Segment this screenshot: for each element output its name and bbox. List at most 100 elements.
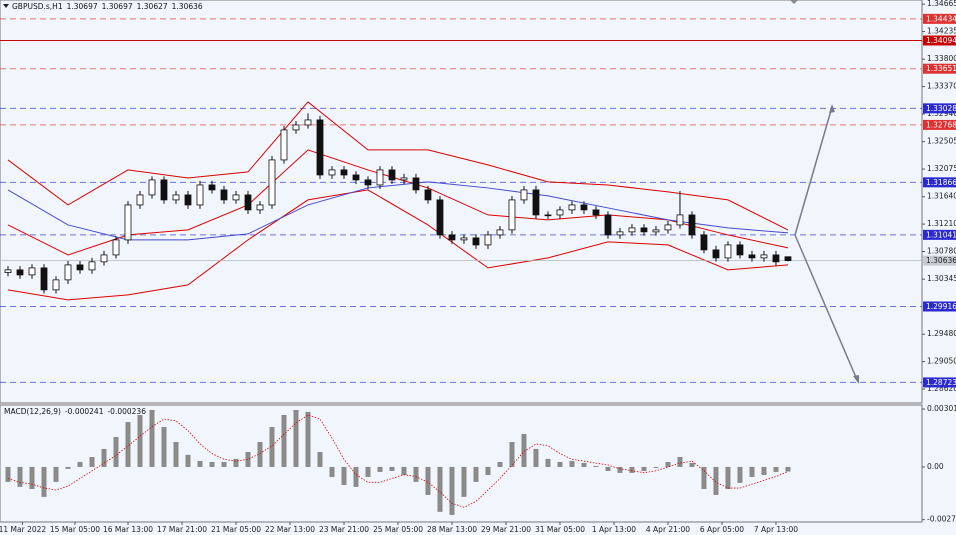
- candle-body: [112, 239, 120, 256]
- candle-body: [640, 227, 648, 233]
- candle-body: [724, 244, 732, 259]
- candle-body: [772, 254, 780, 263]
- macd-bar: [305, 411, 311, 467]
- down-arrow: [794, 234, 859, 383]
- macd-bar: [149, 409, 155, 467]
- x-tick-label: 1 Apr 13:00: [592, 525, 636, 534]
- candle-body: [184, 194, 192, 206]
- macd-bar: [245, 451, 251, 467]
- macd-bar: [233, 458, 239, 467]
- macd-bar: [281, 414, 287, 467]
- candle-body: [52, 279, 60, 291]
- indicator-line: [7, 149, 789, 256]
- candle-body: [220, 189, 228, 201]
- indicator-line: [7, 101, 789, 231]
- candle-body: [340, 169, 348, 176]
- macd-bar: [125, 422, 131, 467]
- y-tick-label: 0.003019: [927, 404, 956, 413]
- macd-bar: [113, 437, 119, 467]
- price-header: GBPUSD.s,H1 1.30697 1.30697 1.30627 1.30636: [12, 2, 207, 11]
- candle-body: [172, 194, 180, 201]
- y-tick-label: 1.28620: [927, 384, 956, 393]
- candle-body: [664, 224, 672, 231]
- candle-body: [376, 169, 384, 186]
- macd-bar: [785, 466, 791, 472]
- macd-value: -0.000241: [64, 407, 104, 416]
- open: 1.30697: [66, 2, 98, 11]
- macd-bar: [737, 466, 743, 483]
- candle-body: [628, 227, 636, 233]
- level-label-bg: [923, 377, 956, 388]
- candle-body: [124, 204, 132, 241]
- price-panel: [0, 0, 923, 404]
- macd-bar: [437, 466, 443, 512]
- y-tick-label: 1.30345: [927, 274, 956, 283]
- level-label-bg: [923, 301, 956, 312]
- macd-bar: [5, 466, 11, 482]
- y-tick-label: 1.33800: [927, 54, 956, 63]
- macd-bar: [473, 466, 479, 482]
- macd-bar: [713, 466, 719, 495]
- shift-marker: [790, 0, 798, 4]
- x-tick-label: 22 Mar 13:00: [265, 525, 315, 534]
- candle-body: [268, 159, 276, 206]
- menu-icon[interactable]: [3, 4, 9, 8]
- macd-bar: [41, 466, 47, 497]
- level-label: 1.31866: [926, 178, 956, 187]
- candle-body: [556, 209, 564, 216]
- y-tick-label: -0.00275: [927, 515, 956, 524]
- macd-bar: [401, 466, 407, 476]
- level-label: 1.28723: [926, 378, 956, 387]
- current-price-label: 1.30636: [926, 256, 956, 265]
- macd-bar: [629, 466, 635, 473]
- candle-body: [784, 256, 792, 262]
- candle-body: [160, 179, 168, 201]
- candle-body: [280, 129, 288, 161]
- macd-bar: [665, 461, 671, 467]
- macd-bar: [221, 461, 227, 467]
- macd-bar: [209, 461, 215, 467]
- macd-bar: [377, 466, 383, 472]
- candle-body: [352, 174, 360, 181]
- macd-bar: [725, 466, 731, 490]
- signal-value: -0.000236: [107, 407, 146, 416]
- candle-body: [544, 214, 552, 217]
- level-label-bg: [923, 229, 956, 240]
- candle-body: [448, 234, 456, 241]
- macd-bar: [197, 461, 203, 467]
- macd-bar: [389, 466, 395, 471]
- macd-bar: [137, 414, 143, 467]
- candle-body: [64, 264, 72, 281]
- macd-bar: [701, 466, 707, 490]
- level-label-bg: [923, 177, 956, 188]
- candle-body: [148, 179, 156, 196]
- candle-body: [592, 209, 600, 216]
- indicator-line: [7, 181, 789, 241]
- candle-body: [652, 229, 660, 233]
- candle-body: [208, 184, 216, 191]
- candle-body: [700, 234, 708, 251]
- macd-header: MACD(12,26,9) -0.000241 -0.000236: [4, 407, 150, 416]
- level-label-bg: [923, 35, 956, 46]
- candle-body: [76, 264, 84, 271]
- y-tick-label: 1.31640: [927, 192, 956, 201]
- macd-bar: [413, 466, 419, 482]
- y-tick-label: 1.33370: [927, 82, 956, 91]
- y-tick-label: 1.34235: [927, 27, 956, 36]
- macd-bar: [485, 466, 491, 476]
- level-label: 1.33028: [926, 104, 956, 113]
- level-label-bg: [923, 119, 956, 130]
- y-tick-label: 1.29050: [927, 357, 956, 366]
- current-price-bg: [923, 255, 956, 266]
- x-tick-label: 15 Mar 05:00: [50, 525, 100, 534]
- macd-bar: [617, 466, 623, 473]
- macd-bar: [653, 466, 659, 468]
- macd-bar: [545, 458, 551, 467]
- candle-body: [472, 237, 480, 246]
- macd-bar: [29, 466, 35, 490]
- macd-bar: [569, 461, 575, 467]
- y-tick-label: 1.31210: [927, 219, 956, 228]
- candle-body: [292, 124, 300, 131]
